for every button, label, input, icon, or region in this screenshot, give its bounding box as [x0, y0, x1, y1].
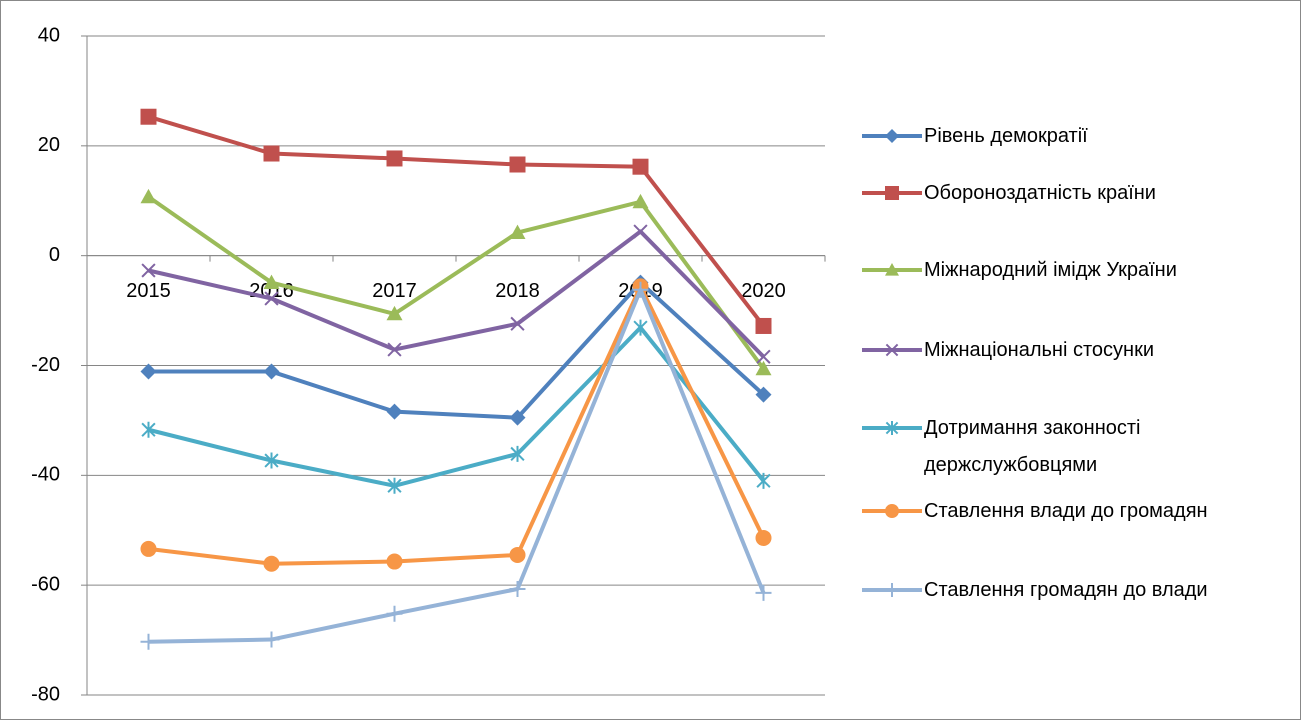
marker — [885, 263, 899, 276]
legend-swatch — [862, 263, 922, 276]
series-line — [148, 287, 766, 644]
marker — [140, 633, 157, 650]
legend-label: Обороноздатність країни — [924, 182, 1156, 204]
marker — [263, 363, 280, 380]
marker — [885, 504, 899, 518]
y-tick-label: 0 — [49, 244, 60, 266]
marker — [264, 291, 279, 306]
marker — [756, 472, 771, 489]
marker — [510, 316, 525, 331]
marker — [755, 317, 772, 334]
series-line — [148, 284, 766, 566]
y-tick-label: -20 — [31, 354, 60, 376]
marker — [140, 188, 157, 204]
marker — [509, 581, 526, 598]
marker — [387, 477, 402, 494]
x-tick-label: 2017 — [372, 280, 417, 302]
marker — [632, 158, 649, 175]
marker — [263, 274, 280, 289]
marker — [263, 145, 280, 162]
marker — [263, 555, 280, 572]
legend-swatch — [862, 504, 922, 518]
marker — [885, 186, 899, 200]
marker — [509, 224, 526, 240]
y-tick-label: -80 — [31, 683, 60, 705]
marker — [755, 584, 772, 601]
marker — [756, 349, 771, 364]
marker — [885, 421, 899, 435]
marker — [509, 409, 526, 426]
marker — [510, 445, 525, 462]
legend-entry: Ставлення влади до громадян — [860, 500, 1274, 530]
series-line — [148, 280, 765, 420]
legend-entry: Рівень демократії — [860, 125, 1274, 155]
marker — [386, 150, 403, 167]
legend-entry: Міжнаціональні стосунки — [860, 339, 1274, 369]
legend-swatch — [862, 129, 922, 143]
legend-label: Міжнародний імідж України — [924, 259, 1177, 281]
marker — [633, 224, 648, 239]
legend-label: Міжнаціональні стосунки — [924, 339, 1154, 361]
marker — [264, 452, 279, 469]
marker — [263, 631, 280, 648]
legend-label: Дотримання законності держслужбовцями — [924, 417, 1141, 476]
series-line — [148, 325, 766, 488]
marker — [509, 546, 526, 563]
x-tick-label: 2020 — [741, 280, 786, 302]
series-line — [147, 114, 766, 328]
marker — [755, 360, 772, 376]
marker — [386, 403, 403, 420]
marker — [386, 305, 403, 321]
marker — [755, 529, 772, 546]
legend-entry: Ставлення громадян до влади — [860, 579, 1274, 609]
x-tick-label: 2015 — [126, 280, 171, 302]
marker — [386, 553, 403, 570]
series-line — [147, 195, 766, 370]
marker — [885, 583, 899, 597]
marker — [509, 156, 526, 173]
y-tick-label: 20 — [38, 134, 60, 156]
marker — [140, 540, 157, 557]
marker — [755, 386, 772, 403]
marker — [386, 605, 403, 622]
legend-swatch — [862, 583, 922, 597]
legend-label: Ставлення влади до громадян — [924, 500, 1208, 522]
x-tick-label: 2018 — [495, 280, 540, 302]
legend-swatch — [862, 343, 922, 357]
marker — [140, 363, 157, 380]
legend-swatch — [862, 186, 922, 200]
legend-label: Рівень демократії — [924, 125, 1088, 147]
legend-label: Ставлення громадян до влади — [924, 579, 1208, 601]
marker — [632, 193, 649, 209]
marker — [141, 263, 156, 278]
marker — [387, 342, 402, 357]
marker — [141, 421, 156, 438]
y-tick-label: -60 — [31, 573, 60, 595]
legend-entry: Обороноздатність країни — [860, 182, 1274, 212]
y-tick-label: -40 — [31, 464, 60, 486]
legend-entry: Дотримання законності держслужбовцями — [860, 417, 1274, 484]
marker — [633, 319, 648, 336]
marker — [885, 343, 899, 357]
marker — [885, 129, 899, 143]
legend-entry: Міжнародний імідж України — [860, 259, 1274, 289]
marker — [140, 108, 157, 125]
y-tick-label: 40 — [38, 24, 60, 46]
legend-swatch — [862, 421, 922, 435]
marker — [632, 281, 649, 298]
series-line — [148, 229, 765, 359]
